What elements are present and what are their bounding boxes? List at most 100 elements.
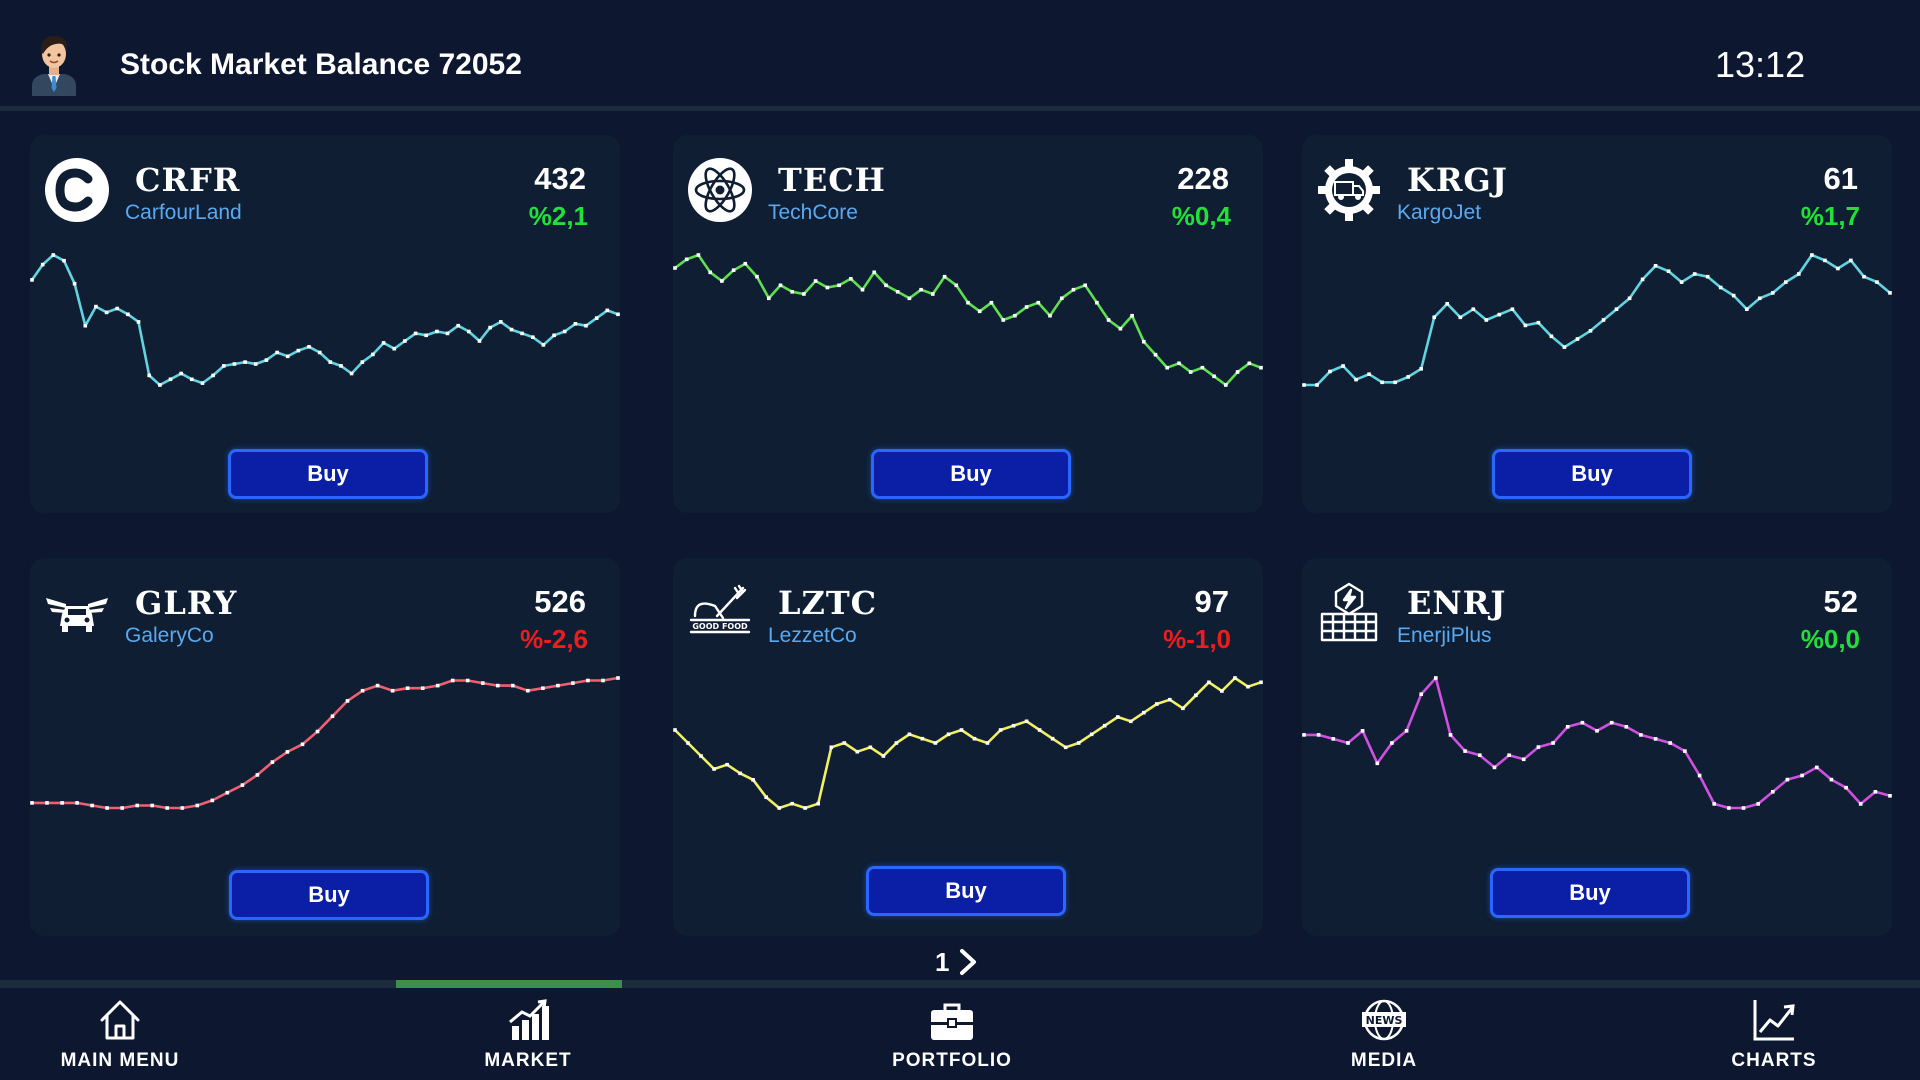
sparkline-point [115,306,119,311]
buy-button[interactable]: Buy [228,449,428,499]
sparkline-point [300,742,305,747]
sparkline-point [1458,315,1463,320]
nav-media[interactable]: NEWS MEDIA [1264,988,1504,1080]
sparkline-point [1692,272,1697,276]
sparkline-point [1354,377,1358,382]
sparkline-point [825,285,830,290]
sparkline-point [755,274,759,279]
market-chart-icon [509,999,549,1040]
sparkline-point [200,381,205,385]
user-avatar-icon[interactable] [26,28,82,96]
buy-button[interactable]: Buy [1490,868,1690,918]
sparkline-point [586,678,590,683]
sparkline-point [1315,383,1319,387]
sparkline-point [673,728,677,732]
buy-button[interactable]: Buy [1492,449,1692,499]
sparkline-point [1756,802,1760,806]
sparkline-point [190,377,194,382]
company-name: LezzetCo [768,624,857,647]
sparkline-point [403,339,407,343]
sparkline-point [1478,753,1482,757]
sparkline-point [445,331,450,336]
sparkline-point [120,806,124,810]
sparkline-point [1375,761,1380,766]
sparkline-point [1771,291,1775,295]
sparkline-point [1188,370,1193,374]
sparkline-point [1588,329,1593,333]
sparkline-point [1013,313,1017,318]
price-change: %1,7 [1800,201,1860,231]
buy-button[interactable]: Buy [229,870,429,920]
nav-main-menu[interactable]: MAIN MENU [0,988,240,1080]
nav-label: CHARTS [1731,1050,1817,1071]
sparkline-point [135,803,139,808]
sparkline-point [601,678,605,683]
sparkline-point [1165,365,1169,370]
winged-car-icon [46,598,108,632]
sparkline-point [1063,745,1068,750]
sparkline-point [616,312,620,317]
sparkline-point [1036,300,1041,305]
sparkline-point [1037,728,1042,732]
sparkline-point [699,754,703,758]
sparkline-point [1130,313,1134,318]
sparkline-point [1316,733,1321,737]
sparkline-point [743,261,748,266]
sparkline-point [1575,337,1580,341]
sparkline-point [1580,720,1585,725]
briefcase-icon [931,1003,973,1040]
sparkline-point [813,279,818,283]
buy-button[interactable]: Buy [866,866,1066,916]
sparkline-point [158,383,162,387]
sparkline-point [673,266,677,270]
nav-portfolio[interactable]: PORTFOLIO [832,988,1072,1080]
sparkline-point [1432,315,1436,320]
sparkline-point [1142,710,1146,715]
sparkline-point [1497,312,1502,317]
sparkline-point [1697,773,1702,778]
sparkline-point [345,699,350,703]
sparkline-point [1181,706,1185,711]
nav-charts[interactable]: CHARTS [1654,988,1894,1080]
sparkline-point [872,270,876,275]
sparkline-point [1810,253,1814,257]
sparkline-point [275,350,279,355]
price-sparkline [30,253,620,387]
sparkline-point [147,373,151,378]
sparkline-point [477,339,482,343]
stock-ticker: LZTC [778,584,878,622]
sparkline-point [1177,361,1181,366]
sparkline-point [450,678,455,683]
sparkline-point [83,323,88,328]
header-divider [0,106,1920,111]
sparkline-point [1551,741,1555,745]
nav-track [0,980,1920,988]
sparkline-point [1001,318,1005,322]
sparkline-point [1683,749,1687,753]
sparkline-point [1858,802,1863,806]
sparkline-point [1521,757,1526,762]
sparkline-point [767,296,771,301]
sparkline-point [959,728,964,732]
stock-price: 432 [534,161,586,196]
sparkline-point [1836,266,1840,271]
sparkline-point [966,300,970,305]
buy-button[interactable]: Buy [871,449,1071,499]
sparkline-point [1233,676,1237,680]
sparkline-point [855,749,860,754]
sparkline-point [1367,372,1371,376]
sparkline-point [317,350,322,355]
sparkline-point [180,806,185,810]
price-change: %0,4 [1171,201,1231,231]
sparkline-point [816,801,820,806]
pagination: 1 [935,942,979,982]
sparkline-point [30,278,34,282]
sparkline-point [1445,302,1449,306]
sparkline-point [1302,733,1306,737]
nav-market[interactable]: MARKET [408,988,648,1080]
stock-ticker: KRGJ [1407,161,1508,199]
sparkline-point [360,688,365,693]
sparkline-point [1797,272,1801,276]
chevron-right-icon[interactable] [957,947,979,977]
news-globe-icon: NEWS [1362,999,1406,1041]
